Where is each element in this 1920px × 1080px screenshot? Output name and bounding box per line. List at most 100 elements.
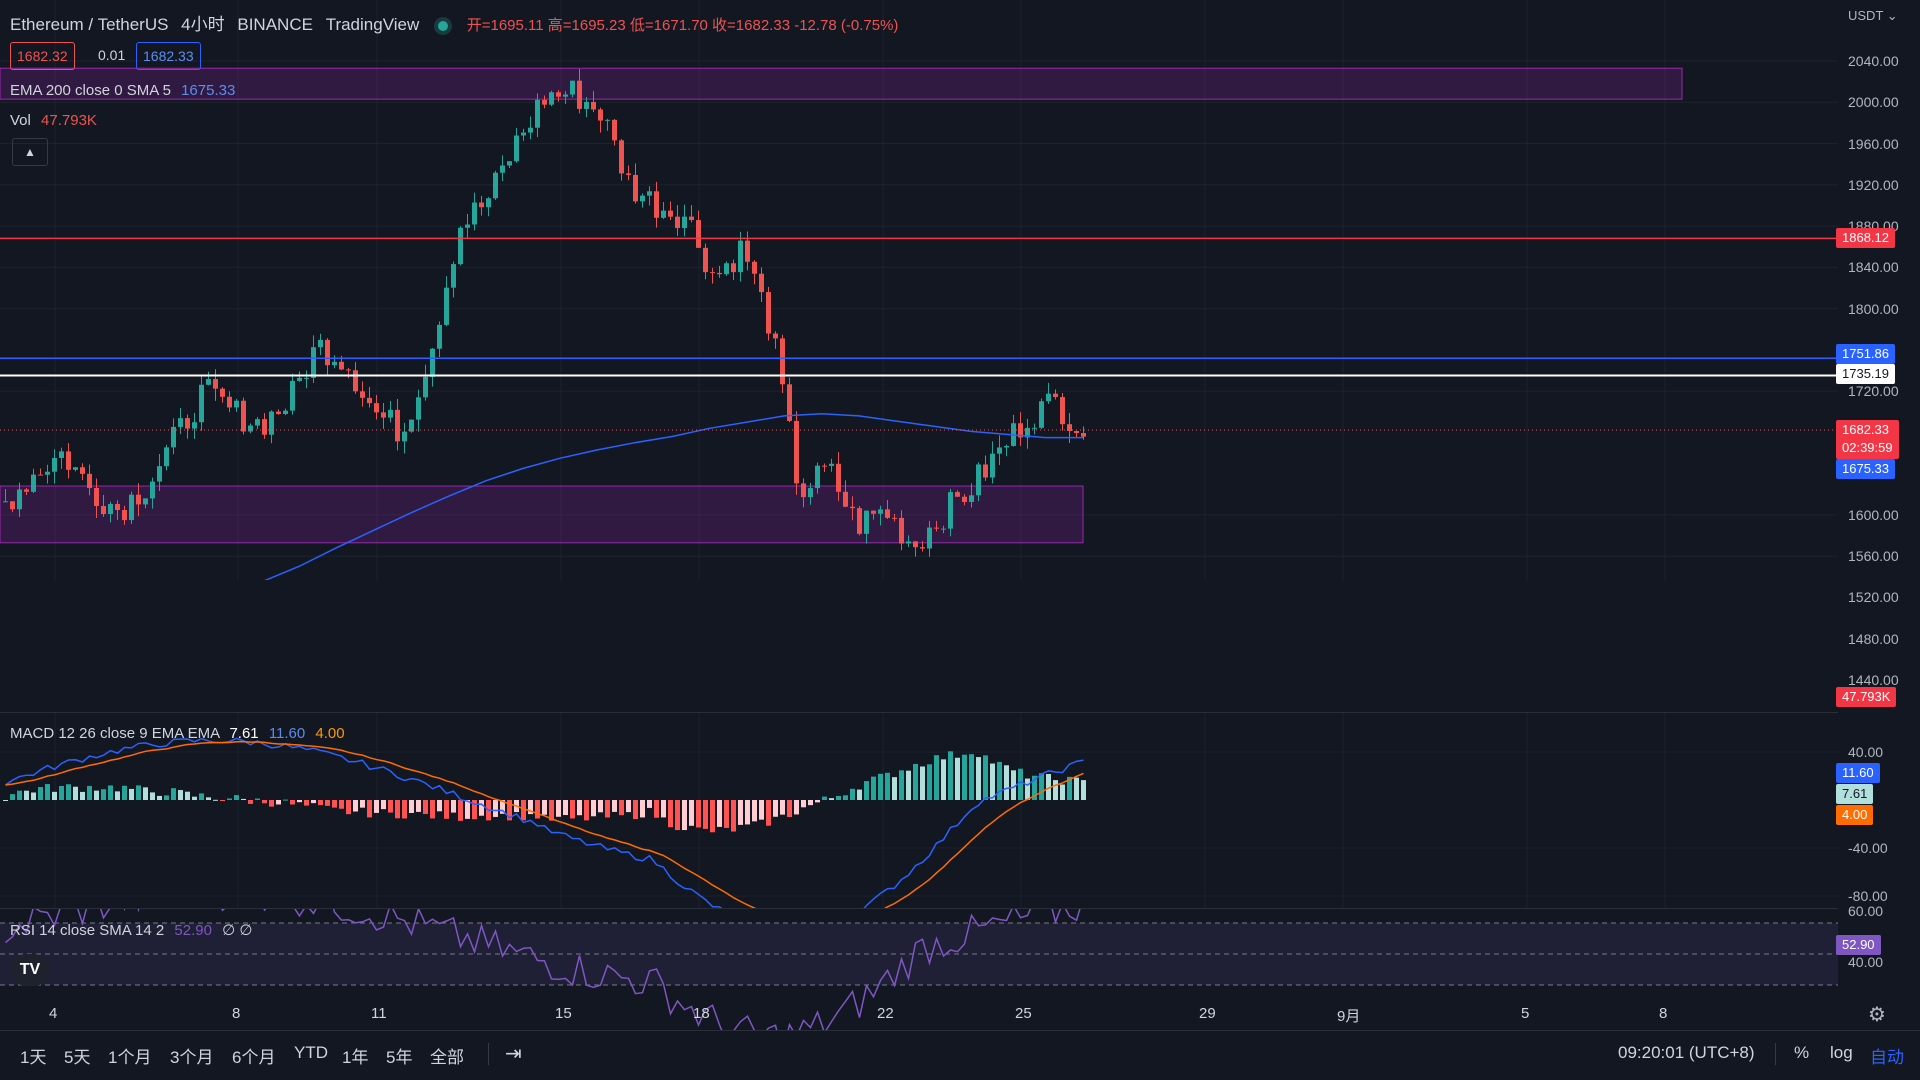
timeframe-button[interactable]: 1个月	[108, 1048, 152, 1067]
ohlc-values: 开=1695.11 高=1695.23 低=1671.70 收=1682.33 …	[466, 17, 899, 34]
currency-selector[interactable]: USDT ⌄	[1848, 8, 1898, 23]
timeframe-button[interactable]: 3个月	[170, 1048, 214, 1067]
candle-body	[913, 541, 918, 548]
candle-body	[164, 447, 169, 467]
macd-legend[interactable]: MACD 12 26 close 9 EMA EMA 7.61 11.60 4.…	[10, 725, 345, 742]
candle-body	[1046, 393, 1051, 402]
macd-histogram-bar	[983, 755, 988, 800]
macd-histogram-bar	[1074, 777, 1079, 800]
rsi-pane[interactable]	[0, 909, 1838, 1030]
macd-histogram-bar	[591, 800, 596, 817]
percent-scale-button[interactable]: %	[1794, 1043, 1810, 1062]
candle-body	[724, 263, 729, 275]
date-range-icon[interactable]: ⇥	[505, 1043, 522, 1065]
candle-body	[514, 135, 519, 162]
macd-histogram-bar	[731, 800, 736, 832]
timeframe-button[interactable]: 6个月	[232, 1048, 276, 1067]
time-axis-label: 8	[1659, 1005, 1668, 1022]
macd-histogram-bar	[493, 800, 498, 817]
pane-separator[interactable]	[0, 712, 1920, 713]
candle-body	[983, 464, 988, 478]
rsi-legend[interactable]: RSI 14 close SMA 14 2 52.90 ∅ ∅	[10, 921, 252, 939]
settings-gear-icon[interactable]: ⚙	[1868, 1004, 1886, 1026]
candle-body	[1053, 393, 1058, 398]
candle-body	[304, 377, 309, 379]
macd-histogram-bar	[24, 790, 29, 800]
auto-scale-button[interactable]: 自动	[1870, 1048, 1904, 1067]
clock-display[interactable]: 09:20:01 (UTC+8)	[1618, 1043, 1755, 1062]
macd-histogram-bar	[3, 800, 8, 801]
macd-histogram-bar	[507, 800, 512, 821]
macd-histogram-bar	[122, 785, 127, 800]
candle-body	[178, 418, 183, 427]
ema-legend[interactable]: EMA 200 close 0 SMA 5 1675.33	[10, 82, 235, 99]
candle-body	[787, 384, 792, 421]
macd-histogram-bar	[549, 800, 554, 821]
timeframe-button[interactable]: 5天	[64, 1048, 91, 1067]
candle-body	[220, 388, 225, 397]
macd-histogram-bar	[885, 772, 890, 800]
candle-body	[472, 202, 477, 225]
macd-histogram-bar	[899, 770, 904, 800]
macd-label: MACD 12 26 close 9 EMA EMA	[10, 725, 220, 742]
price-pane[interactable]	[0, 0, 1838, 580]
candle-body	[941, 528, 946, 530]
candle-body	[192, 422, 197, 429]
candle-body	[332, 361, 337, 366]
timeframe-button[interactable]: 1天	[20, 1048, 47, 1067]
macd-histogram-bar	[157, 795, 162, 800]
candle-body	[234, 400, 239, 408]
candle-body	[479, 202, 484, 208]
macd-histogram-bar	[689, 800, 694, 826]
sell-price-button[interactable]: 1682.32	[10, 42, 75, 70]
macd-histogram-bar	[528, 800, 533, 815]
macd-histogram-bar	[374, 800, 379, 813]
candle-body	[17, 489, 22, 510]
timeframe-button[interactable]: YTD	[294, 1043, 328, 1062]
log-scale-button[interactable]: log	[1830, 1043, 1853, 1062]
macd-histogram-bar	[213, 799, 218, 801]
tradingview-logo[interactable]: TV	[10, 954, 50, 986]
symbol-name[interactable]: Ethereum / TetherUS	[10, 15, 169, 34]
macd-histogram-bar	[710, 800, 715, 833]
timeframe-button[interactable]: 全部	[430, 1048, 464, 1067]
macd-histogram-bar	[395, 800, 400, 819]
candle-body	[626, 173, 631, 175]
timeframe-button[interactable]: 1年	[342, 1048, 369, 1067]
macd-histogram-bar	[220, 800, 225, 801]
candle-body	[213, 379, 218, 389]
pane-separator[interactable]	[0, 908, 1920, 909]
collapse-legend-button[interactable]: ▲	[12, 138, 48, 166]
candle-body	[346, 369, 351, 371]
time-axis[interactable]	[0, 1000, 1838, 1030]
macd-histogram-bar	[199, 793, 204, 800]
last-price-tag: 1682.33 02:39:59	[1836, 420, 1899, 459]
candle-body	[969, 495, 974, 502]
macd-histogram-bar	[682, 800, 687, 831]
macd-histogram-bar	[927, 764, 932, 800]
candle-body	[619, 140, 624, 174]
candle-body	[311, 347, 316, 378]
macd-histogram-bar	[521, 800, 526, 821]
macd-axis-label: -40.00	[1848, 840, 1888, 856]
macd-histogram-bar	[423, 800, 428, 814]
candle-body	[339, 361, 344, 370]
candle-body	[416, 397, 421, 420]
macd-histogram-bar	[458, 800, 463, 821]
candle-body	[710, 272, 715, 274]
macd-pane[interactable]	[0, 713, 1838, 908]
interval-label[interactable]: 4小时	[181, 15, 225, 34]
price-chart[interactable]	[0, 0, 1838, 580]
macd-histogram-bar	[115, 791, 120, 800]
rsi-chart[interactable]	[0, 909, 1838, 1030]
volume-legend[interactable]: Vol 47.793K	[10, 112, 97, 129]
candle-body	[962, 496, 967, 502]
price-axis[interactable]	[1838, 0, 1920, 1030]
ema-line	[264, 413, 1083, 580]
timeframe-button[interactable]: 5年	[386, 1048, 413, 1067]
macd-histogram-bar	[325, 800, 330, 806]
macd-histogram-bar	[479, 800, 484, 816]
macd-chart[interactable]	[0, 713, 1838, 908]
macd-histogram-bar	[178, 790, 183, 800]
buy-price-button[interactable]: 1682.33	[136, 42, 201, 70]
